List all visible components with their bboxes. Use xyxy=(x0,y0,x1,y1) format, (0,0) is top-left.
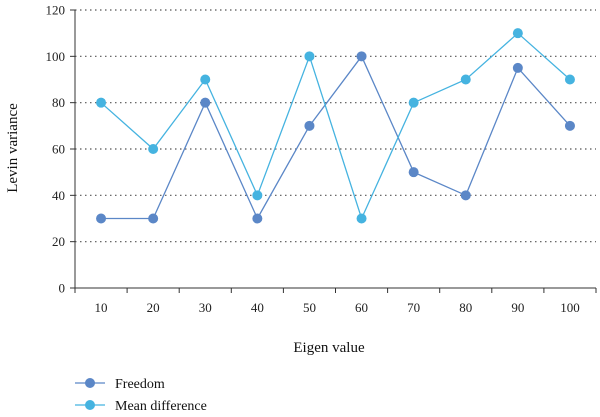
y-tick-label: 40 xyxy=(52,188,65,203)
x-tick-label: 90 xyxy=(511,300,524,315)
data-point xyxy=(252,190,263,201)
data-point xyxy=(252,213,263,224)
data-point xyxy=(408,167,419,178)
legend-label: Mean difference xyxy=(115,399,207,414)
data-point xyxy=(148,144,159,154)
data-point xyxy=(460,190,471,201)
x-axis-ticks: 10 20 30 40 50 60 70 80 90 100 xyxy=(74,288,597,315)
data-point xyxy=(564,74,575,85)
series-line xyxy=(101,55,571,220)
y-tick-label: 20 xyxy=(52,234,65,249)
data-point xyxy=(512,28,523,39)
y-tick-label: 120 xyxy=(46,3,66,18)
x-tick-label: 70 xyxy=(407,300,420,315)
x-tick-label: 30 xyxy=(199,300,212,315)
data-point xyxy=(564,120,575,131)
x-tick-label: 60 xyxy=(355,300,368,315)
data-point xyxy=(460,74,471,85)
x-axis-title: Eigen value xyxy=(293,340,365,356)
data-point xyxy=(356,51,367,62)
x-tick-label: 50 xyxy=(303,300,316,315)
x-tick-label: 100 xyxy=(560,300,580,315)
y-tick-label: 0 xyxy=(59,281,66,296)
data-point xyxy=(200,74,211,85)
data-point xyxy=(96,213,107,224)
series-1 xyxy=(96,51,575,224)
series-line xyxy=(100,32,571,221)
y-tick-label: 60 xyxy=(52,142,65,157)
legend: Freedom Mean difference xyxy=(75,377,207,414)
data-point xyxy=(304,51,315,62)
x-tick-label: 80 xyxy=(459,300,472,315)
x-tick-label: 10 xyxy=(95,300,108,315)
y-axis-ticks: 0 20 40 60 80 100 120 xyxy=(46,3,75,296)
data-point xyxy=(512,62,523,73)
series-2 xyxy=(96,28,575,224)
legend-item: Freedom xyxy=(75,377,165,392)
legend-swatch-marker xyxy=(85,378,95,388)
data-point xyxy=(148,213,159,224)
legend-item: Mean difference xyxy=(75,399,207,414)
y-tick-label: 100 xyxy=(46,49,66,64)
legend-label: Freedom xyxy=(115,377,165,392)
gridlines xyxy=(75,9,596,243)
y-axis-title: Levin variance xyxy=(5,103,21,193)
data-point xyxy=(200,97,211,108)
y-tick-label: 80 xyxy=(52,95,65,110)
data-point xyxy=(96,97,107,108)
data-point xyxy=(304,120,315,131)
x-tick-label: 20 xyxy=(147,300,160,315)
data-point xyxy=(356,213,367,224)
data-point xyxy=(408,97,419,108)
x-tick-label: 40 xyxy=(251,300,264,315)
series-layer xyxy=(96,28,575,224)
legend-swatch-marker xyxy=(85,400,95,410)
